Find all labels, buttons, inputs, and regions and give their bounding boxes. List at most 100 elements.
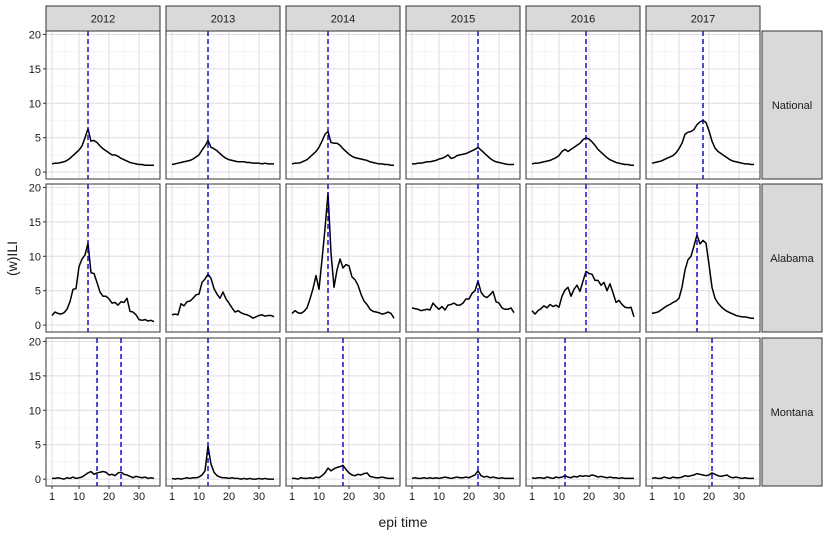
panel-border	[405, 183, 521, 333]
y-tick-label: 20	[29, 336, 41, 348]
column-strip-2013: 2013	[165, 5, 281, 32]
panel-background	[526, 184, 640, 332]
column-strip-2017: 2017	[645, 5, 761, 32]
panel-montana-2013	[165, 337, 281, 487]
y-tick-label: 5	[35, 133, 41, 145]
y-tick-label: 0	[35, 474, 41, 486]
panel-border	[165, 337, 281, 487]
y-tick-label: 5	[35, 440, 41, 452]
panel-alabama-2013	[165, 183, 281, 333]
y-tick-label: 15	[29, 217, 41, 229]
panel-border	[525, 183, 641, 333]
panel-background	[406, 338, 520, 486]
y-tick-label: 5	[35, 286, 41, 298]
panel-border	[285, 337, 401, 487]
row-strip-label: Montana	[771, 407, 815, 419]
strip-background	[645, 5, 761, 32]
column-strip-2015: 2015	[405, 5, 521, 32]
y-tick-label: 15	[29, 371, 41, 383]
panel-alabama-2016	[525, 183, 641, 333]
strip-background	[285, 5, 401, 32]
panel-national-2013	[165, 30, 281, 180]
panel-alabama-2014	[285, 183, 401, 333]
series-line	[52, 470, 155, 480]
series-line	[171, 445, 274, 480]
panel-background	[406, 31, 520, 179]
column-strip-label: 2017	[691, 14, 715, 26]
panel-border	[525, 337, 641, 487]
strip-background	[761, 183, 823, 333]
panel-background	[286, 31, 400, 179]
series-line	[531, 136, 634, 166]
x-tick-label: 1	[649, 491, 655, 503]
series-line	[291, 192, 395, 319]
panel-national-2014	[285, 30, 401, 180]
x-tick-label: 30	[133, 491, 145, 503]
row-strip-label: National	[772, 100, 812, 112]
panel-border	[645, 337, 761, 487]
series-line	[411, 280, 515, 314]
y-axis-title: (w)ILI	[4, 241, 20, 276]
panel-background	[166, 31, 280, 179]
panel-background	[46, 338, 160, 486]
panel-background	[166, 184, 280, 332]
column-strip-2016: 2016	[525, 5, 641, 32]
row-strip-national: National	[761, 30, 823, 180]
x-tick-label: 1	[289, 491, 295, 503]
column-strip-2014: 2014	[285, 5, 401, 32]
x-tick-label: 20	[103, 491, 115, 503]
x-tick-label: 30	[373, 491, 385, 503]
panel-background	[646, 184, 760, 332]
panel-montana-2016	[525, 337, 641, 487]
x-tick-label: 20	[463, 491, 475, 503]
y-tick-label: 20	[29, 29, 41, 41]
column-strip-label: 2014	[331, 14, 355, 26]
series-line	[412, 146, 514, 166]
x-tick-label: 10	[433, 491, 445, 503]
x-tick-label: 10	[313, 491, 325, 503]
x-tick-label: 30	[613, 491, 625, 503]
panel-montana-2014	[285, 337, 401, 487]
panel-background	[46, 184, 160, 332]
series-line	[411, 470, 514, 480]
y-tick-label: 0	[35, 320, 41, 332]
x-tick-label: 10	[673, 491, 685, 503]
x-tick-label: 10	[73, 491, 85, 503]
panel-montana-2015	[405, 337, 521, 487]
series-line	[531, 270, 635, 318]
series-line	[291, 130, 394, 166]
x-axis-title: epi time	[378, 514, 427, 530]
series-line	[292, 464, 394, 480]
strips-layer: 2012 2013 2014 2015 2016 2017 National Alabama M…	[45, 5, 823, 487]
x-tick-label: 1	[529, 491, 535, 503]
panels-layer	[45, 30, 761, 487]
column-strip-label: 2015	[451, 14, 475, 26]
panel-alabama-2012	[45, 183, 161, 333]
series-line	[171, 273, 275, 319]
strip-background	[761, 30, 823, 180]
y-tick-label: 10	[29, 405, 41, 417]
panel-national-2016	[525, 30, 641, 180]
strip-background	[761, 337, 823, 487]
panel-border	[45, 183, 161, 333]
panel-background	[646, 338, 760, 486]
column-strip-label: 2016	[571, 14, 595, 26]
panel-alabama-2015	[405, 183, 521, 333]
x-tick-label: 20	[223, 491, 235, 503]
strip-background	[405, 5, 521, 32]
strip-background	[165, 5, 281, 32]
row-strip-label: Alabama	[770, 253, 814, 265]
y-tick-label: 10	[29, 251, 41, 263]
x-tick-label: 10	[553, 491, 565, 503]
panel-national-2017	[645, 30, 761, 180]
x-tick-label: 20	[583, 491, 595, 503]
panel-border	[285, 183, 401, 333]
panel-montana-2012	[45, 337, 161, 487]
panel-background	[166, 338, 280, 486]
series-line	[51, 128, 154, 166]
x-tick-label: 1	[49, 491, 55, 503]
strip-background	[45, 5, 161, 32]
y-tick-label: 20	[29, 182, 41, 194]
